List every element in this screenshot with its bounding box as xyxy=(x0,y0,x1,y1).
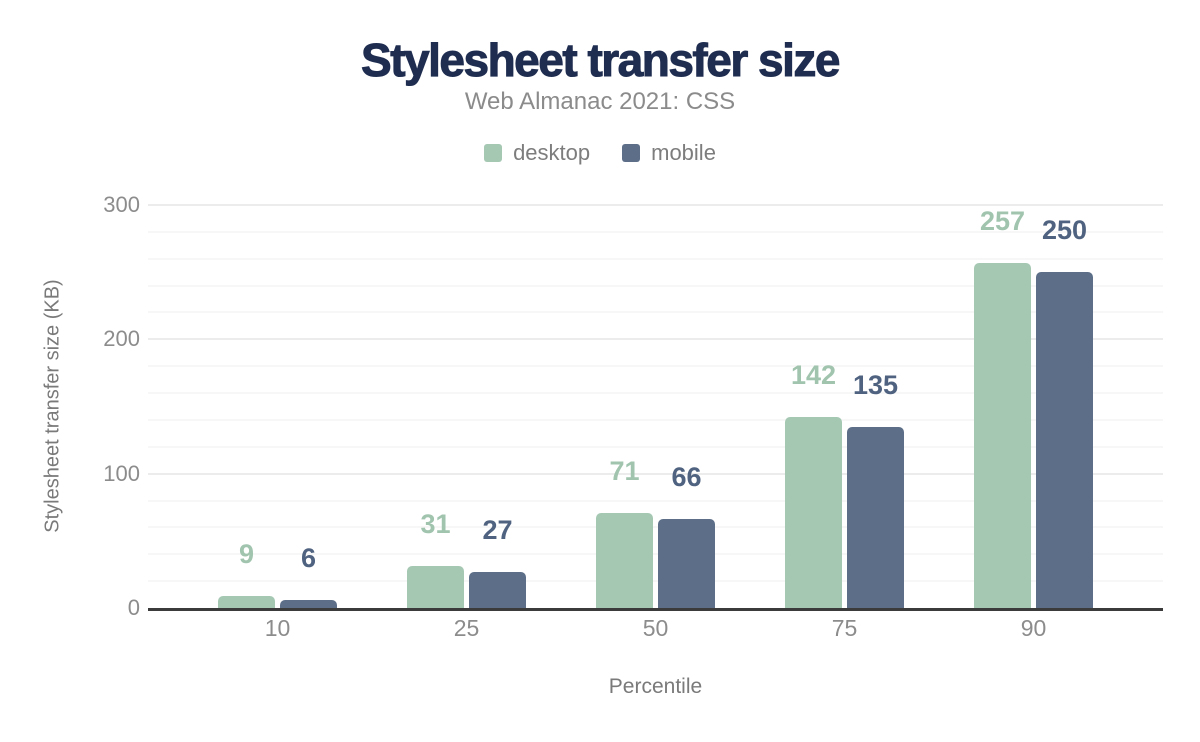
x-tick-75: 75 xyxy=(831,615,858,641)
legend-swatch-mobile xyxy=(622,144,641,162)
y-axis-ticks: 0 100 200 300 xyxy=(0,194,140,619)
bar-value-label-mobile-p75: 135 xyxy=(852,369,899,400)
bar-column-mobile-p25: 27 xyxy=(469,514,526,608)
x-tick-90: 90 xyxy=(1020,615,1047,641)
bar-value-label-desktop-p50: 71 xyxy=(609,455,640,486)
bar-group-p75: 142 135 xyxy=(750,205,939,608)
x-tick-50: 50 xyxy=(642,615,669,641)
gridline-minor-180 xyxy=(148,365,1163,368)
bar-column-desktop-p50: 71 xyxy=(596,455,653,608)
bar-value-label-mobile-p90: 250 xyxy=(1041,215,1088,246)
legend-swatch-desktop xyxy=(484,144,503,162)
bar-mobile-p75 xyxy=(847,426,904,608)
bar-group-p50: 71 66 xyxy=(561,205,750,608)
legend: desktop mobile xyxy=(0,140,1200,166)
bar-value-label-desktop-p75: 142 xyxy=(790,360,837,391)
bar-desktop-p90 xyxy=(974,262,1031,608)
bar-mobile-p25 xyxy=(469,571,526,608)
bar-desktop-p25 xyxy=(407,566,464,608)
x-tick-25: 25 xyxy=(453,615,480,641)
x-axis-title: Percentile xyxy=(608,675,703,698)
bar-column-desktop-p10: 9 xyxy=(218,538,275,608)
gridline-minor-40 xyxy=(148,553,1163,556)
bar-column-mobile-p90: 250 xyxy=(1036,217,1093,608)
x-tick-10: 10 xyxy=(264,615,291,641)
legend-label-mobile: mobile xyxy=(651,140,716,165)
bar-mobile-p50 xyxy=(658,519,715,608)
bar-group-p25: 31 27 xyxy=(372,205,561,608)
bar-mobile-p10 xyxy=(280,599,337,608)
bar-column-mobile-p10: 6 xyxy=(280,542,337,608)
legend-item-mobile: mobile xyxy=(622,140,716,166)
gridline-minor-160 xyxy=(148,392,1163,395)
bar-column-desktop-p25: 31 xyxy=(407,511,464,608)
bar-value-label-desktop-p10: 9 xyxy=(238,538,255,569)
gridline-minor-220 xyxy=(148,311,1163,314)
bar-desktop-p75 xyxy=(785,417,842,608)
bar-groups: 9 6 31 27 71 66 142 135 257 250 xyxy=(148,205,1163,608)
bar-desktop-p10 xyxy=(218,595,275,608)
gridline-minor-260 xyxy=(148,257,1163,260)
bar-column-mobile-p75: 135 xyxy=(847,369,904,608)
x-axis-ticks: 10 25 50 75 90 xyxy=(148,615,1163,642)
bar-group-p90: 257 250 xyxy=(939,205,1128,608)
bar-value-label-mobile-p25: 27 xyxy=(482,514,513,545)
bar-desktop-p50 xyxy=(596,512,653,608)
gridline-minor-20 xyxy=(148,580,1163,583)
legend-label-desktop: desktop xyxy=(513,140,591,165)
gridline-minor-280 xyxy=(148,230,1163,233)
bar-column-desktop-p90: 257 xyxy=(974,205,1031,608)
bar-column-mobile-p50: 66 xyxy=(658,464,715,608)
chart-subtitle: Web Almanac 2021: CSS xyxy=(464,88,736,115)
gridline-minor-120 xyxy=(148,445,1163,448)
bar-value-label-mobile-p50: 66 xyxy=(671,462,702,493)
gridline-minor-140 xyxy=(148,418,1163,421)
bar-value-label-desktop-p25: 31 xyxy=(420,509,451,540)
gridline-minor-80 xyxy=(148,499,1163,502)
bar-value-label-desktop-p90: 257 xyxy=(979,205,1026,236)
gridline-major-300 xyxy=(148,204,1163,206)
chart-title: Stylesheet transfer size xyxy=(361,34,841,87)
gridline-minor-60 xyxy=(148,526,1163,529)
x-axis-line xyxy=(148,608,1163,611)
y-tick-100: 100 xyxy=(103,460,140,486)
gridline-major-200 xyxy=(148,338,1163,341)
gridline-major-100 xyxy=(148,472,1163,475)
bar-column-desktop-p75: 142 xyxy=(785,362,842,608)
legend-item-desktop: desktop xyxy=(484,140,590,166)
y-tick-0: 0 xyxy=(127,595,140,620)
gridline-minor-240 xyxy=(148,284,1163,287)
y-tick-200: 200 xyxy=(103,326,140,352)
plot-area: 9 6 31 27 71 66 142 135 257 250 xyxy=(148,204,1163,611)
y-tick-300: 300 xyxy=(103,192,140,217)
bar-value-label-mobile-p10: 6 xyxy=(300,542,317,573)
bar-mobile-p90 xyxy=(1036,272,1093,608)
